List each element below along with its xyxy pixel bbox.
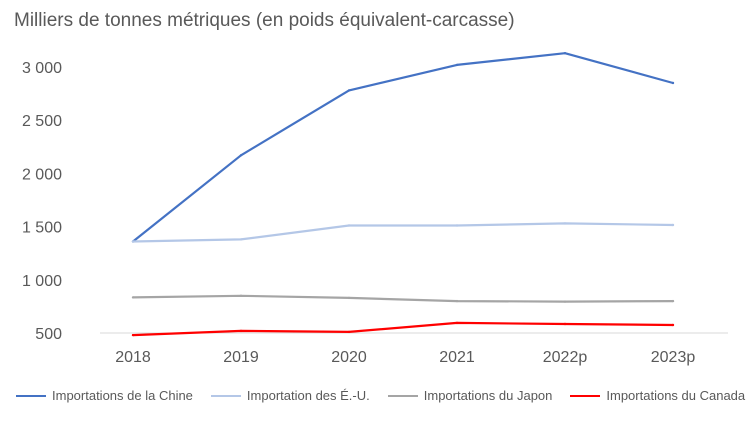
y-tick-labels: 500 1 000 1 500 2 000 2 500 3 000 xyxy=(22,60,62,343)
data-point xyxy=(347,296,351,300)
x-tick-labels: 2018 2019 2020 2021 2022p 2023p xyxy=(115,349,695,366)
legend-swatch xyxy=(210,394,241,397)
x-tick-label: 2020 xyxy=(331,349,367,366)
data-point xyxy=(131,333,135,337)
legend-label: Importations du Canada xyxy=(606,388,746,403)
legend-swatch xyxy=(570,394,601,397)
data-point xyxy=(455,63,459,67)
data-point xyxy=(671,81,675,85)
y-tick-label: 500 xyxy=(35,326,62,343)
x-tick-label: 2021 xyxy=(439,349,475,366)
y-axis-title: Milliers de tonnes métriques (en poids é… xyxy=(14,10,515,31)
data-point xyxy=(563,222,567,225)
legend-swatch xyxy=(16,394,46,397)
data-point xyxy=(455,224,459,227)
legend-label: Importations de la Chine xyxy=(52,388,193,403)
data-point xyxy=(239,238,243,241)
data-point xyxy=(671,223,675,227)
series-lines xyxy=(131,52,675,337)
data-point xyxy=(347,89,351,92)
data-point xyxy=(563,52,567,55)
data-point xyxy=(455,321,459,325)
legend-label: Importations du Japon xyxy=(423,388,553,403)
series-line-3 xyxy=(132,321,674,337)
data-point xyxy=(671,299,675,303)
legend-item: Importation des É.-U. xyxy=(210,388,370,403)
data-point xyxy=(455,299,459,303)
data-point xyxy=(671,323,675,327)
y-tick-label: 3 000 xyxy=(22,60,62,77)
data-point xyxy=(563,300,567,303)
legend-label: Importation des É.-U. xyxy=(246,388,370,403)
x-tick-label: 2022p xyxy=(543,349,588,366)
data-point xyxy=(347,330,351,334)
x-tick-label: 2023p xyxy=(651,349,696,366)
data-point xyxy=(131,240,135,243)
legend: Importations de la Chine Importation des … xyxy=(16,388,745,403)
data-point xyxy=(239,154,243,157)
data-point xyxy=(239,294,243,297)
y-tick-label: 1 500 xyxy=(22,220,62,237)
y-tick-label: 1 000 xyxy=(22,273,62,290)
data-point xyxy=(347,224,351,227)
legend-swatch xyxy=(387,394,418,397)
x-tick-label: 2019 xyxy=(223,349,259,366)
y-tick-label: 2 500 xyxy=(22,113,62,130)
data-point xyxy=(239,329,243,333)
legend-item: Importations de la Chine xyxy=(16,388,193,403)
y-tick-label: 2 000 xyxy=(22,166,62,183)
legend-item: Importations du Canada xyxy=(570,388,745,403)
legend-item: Importations du Japon xyxy=(387,388,553,403)
series-line-2 xyxy=(132,294,674,303)
series-line-0 xyxy=(132,52,674,243)
series-line-1 xyxy=(132,222,674,243)
x-tick-label: 2018 xyxy=(115,349,151,366)
data-point xyxy=(131,296,135,299)
data-point xyxy=(563,322,567,326)
